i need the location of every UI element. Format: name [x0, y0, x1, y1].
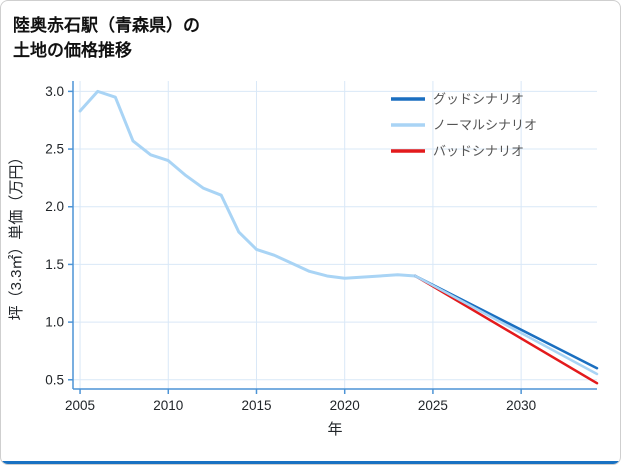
- x-tick-label: 2020: [330, 398, 360, 413]
- chart-title-line2: 土地の価格推移: [13, 41, 132, 60]
- x-tick-label: 2005: [65, 398, 95, 413]
- x-axis-label: 年: [327, 421, 342, 438]
- legend-label-normal: ノーマルシナリオ: [433, 118, 537, 133]
- footer-divider: [1, 461, 620, 464]
- y-tick-label: 1.0: [45, 315, 64, 330]
- series-line-3: [414, 274, 599, 376]
- x-tick-label: 2030: [506, 398, 536, 413]
- chart-axes: [68, 81, 597, 394]
- chart-svg: 2005 2010 2015 2020 2025 2030 0.5 1.0 1.5 2.0 2.5 3…: [8, 81, 599, 438]
- chart-tick-labels: 2005 2010 2015 2020 2025 2030 0.5 1.0 1.5 2.0 2.5 3…: [45, 84, 536, 413]
- y-tick-label: 3.0: [45, 84, 64, 99]
- series-line-0: [78, 89, 417, 280]
- x-tick-label: 2010: [153, 398, 183, 413]
- chart-gridlines: [73, 81, 597, 389]
- legend-item-normal: ノーマルシナリオ: [391, 118, 537, 133]
- y-tick-label: 2.5: [45, 142, 64, 157]
- x-tick-label: 2025: [418, 398, 448, 413]
- y-tick-label: 2.0: [45, 199, 64, 214]
- chart-series: [78, 89, 599, 385]
- chart-title-line1: 陸奥赤石駅（青森県）の: [13, 16, 200, 35]
- legend-item-bad: バッドシナリオ: [391, 144, 524, 159]
- y-tick-label: 1.5: [45, 257, 64, 272]
- x-tick-label: 2015: [241, 398, 271, 413]
- legend-label-bad: バッドシナリオ: [433, 144, 524, 159]
- chart-legend: グッドシナリオ ノーマルシナリオ バッドシナリオ: [391, 92, 537, 159]
- series-line-1: [414, 274, 599, 385]
- y-axis-label: 坪（3.3㎡）単価（万円）: [8, 150, 25, 321]
- legend-item-good: グッドシナリオ: [391, 92, 524, 107]
- chart-title: 陸奥赤石駅（青森県）の 土地の価格推移: [1, 1, 620, 63]
- legend-label-good: グッドシナリオ: [433, 92, 524, 107]
- y-tick-label: 0.5: [45, 372, 64, 387]
